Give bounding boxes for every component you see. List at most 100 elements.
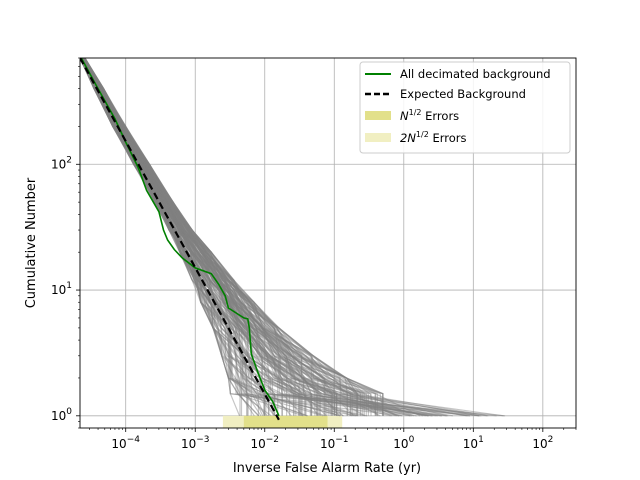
background-trial-line <box>80 58 248 416</box>
background-trial-line <box>84 58 376 416</box>
ticks <box>76 57 577 432</box>
background-trial-line <box>82 58 504 417</box>
y-tick-label: 100 <box>51 407 72 423</box>
series-expected-background <box>80 58 280 421</box>
background-trial-line <box>83 58 377 416</box>
background-trial-line <box>83 58 325 416</box>
background-trial-line <box>82 58 454 417</box>
x-tick-label: 10−3 <box>181 435 210 451</box>
background-trial-line <box>80 58 400 417</box>
background-trial-line <box>80 58 267 416</box>
background-trial-line <box>80 58 324 417</box>
background-trial-line <box>80 58 308 417</box>
plot-area <box>80 58 506 428</box>
legend-label-n-half: N1/2 Errors <box>400 108 459 123</box>
x-tick-label: 102 <box>532 435 553 451</box>
background-trial-line <box>83 58 348 416</box>
background-trial-line <box>81 58 259 416</box>
background-trial-line <box>83 58 337 416</box>
background-trial-line <box>83 58 333 416</box>
background-trial-line <box>84 58 384 416</box>
background-trial-line <box>80 58 241 416</box>
background-trial-line <box>82 58 334 416</box>
background-trial-line <box>82 58 487 417</box>
background-trial-line <box>81 58 311 416</box>
background-trial-line <box>83 58 366 417</box>
legend-patch-n-half <box>365 111 391 120</box>
background-trial-line <box>81 58 295 416</box>
background-trial-line <box>82 58 393 417</box>
background-trial-line <box>81 58 411 417</box>
background-trial-line <box>84 58 362 416</box>
series-decimated-background <box>80 58 280 417</box>
background-trial-line <box>83 58 385 416</box>
background-trial-line <box>80 58 252 416</box>
background-trial-line <box>80 58 264 417</box>
background-trial-line <box>83 58 489 417</box>
background-trial-line <box>81 58 400 417</box>
background-trial-line <box>82 58 391 417</box>
background-trial-line <box>83 58 341 416</box>
background-trial-line <box>82 58 321 416</box>
legend-label-expected: Expected Background <box>400 87 526 101</box>
x-tick-label: 101 <box>463 435 484 451</box>
background-trial-line <box>80 58 262 417</box>
series-lines <box>80 58 280 421</box>
x-tick-label: 100 <box>393 435 414 451</box>
background-trial-line <box>84 58 384 416</box>
legend-label-decimated: All decimated background <box>400 67 551 81</box>
x-axis-label: Inverse False Alarm Rate (yr) <box>233 461 421 476</box>
background-trial-line <box>83 58 384 416</box>
background-trial-line <box>82 58 340 417</box>
background-trial-line <box>83 58 358 416</box>
background-trial-line <box>80 58 243 416</box>
background-trial-line <box>82 58 329 416</box>
x-tick-label: 10−2 <box>250 435 279 451</box>
background-trial-line <box>83 58 372 416</box>
background-trial-line <box>84 58 348 416</box>
background-trial-line <box>83 58 367 416</box>
background-trial-line <box>81 58 300 416</box>
axes-frame <box>79 57 577 429</box>
background-trial-line <box>82 58 426 417</box>
background-trial-line <box>81 58 402 417</box>
background-trial-line <box>84 58 384 416</box>
y-tick-label: 102 <box>51 155 72 171</box>
background-trial-line <box>81 58 297 416</box>
background-trial-line <box>82 58 480 417</box>
y-axis-label: Cumulative Number <box>24 177 39 308</box>
background-trial-line <box>83 58 333 416</box>
error-bands <box>222 415 343 428</box>
legend-patch-2n-half <box>365 133 391 142</box>
error-band-n-half <box>243 415 328 428</box>
background-trial-line <box>80 58 437 417</box>
background-trial-line <box>83 58 353 416</box>
background-trial-line <box>80 58 272 417</box>
background-trial-line <box>83 58 424 417</box>
background-trial-line <box>82 58 447 417</box>
background-trial-line <box>83 58 359 416</box>
background-trial-line <box>84 58 396 417</box>
background-trial-line <box>82 58 344 417</box>
background-trial-line <box>82 58 352 416</box>
background-trial-line <box>82 58 319 416</box>
background-trial-line <box>83 58 365 416</box>
background-trial-line <box>81 58 433 417</box>
background-trial-line <box>83 58 307 416</box>
tick-labels: 10−4 10−3 10−2 10−1 100 101 102 100 101 102 <box>51 155 553 451</box>
background-trial-line <box>82 58 295 416</box>
background-trial-line <box>82 58 318 416</box>
background-trial-line <box>83 58 351 416</box>
background-trial-line <box>81 58 283 416</box>
background-trial-line <box>82 58 480 417</box>
background-trial-line <box>82 58 302 416</box>
background-trial-line <box>83 58 331 416</box>
background-trial-line <box>83 58 378 416</box>
background-trial-line <box>81 58 468 417</box>
background-trial-line <box>83 58 379 417</box>
background-trial-line <box>84 58 415 417</box>
background-trial-line <box>80 58 303 416</box>
background-trial-line <box>82 58 338 416</box>
background-trial-line <box>82 58 338 416</box>
